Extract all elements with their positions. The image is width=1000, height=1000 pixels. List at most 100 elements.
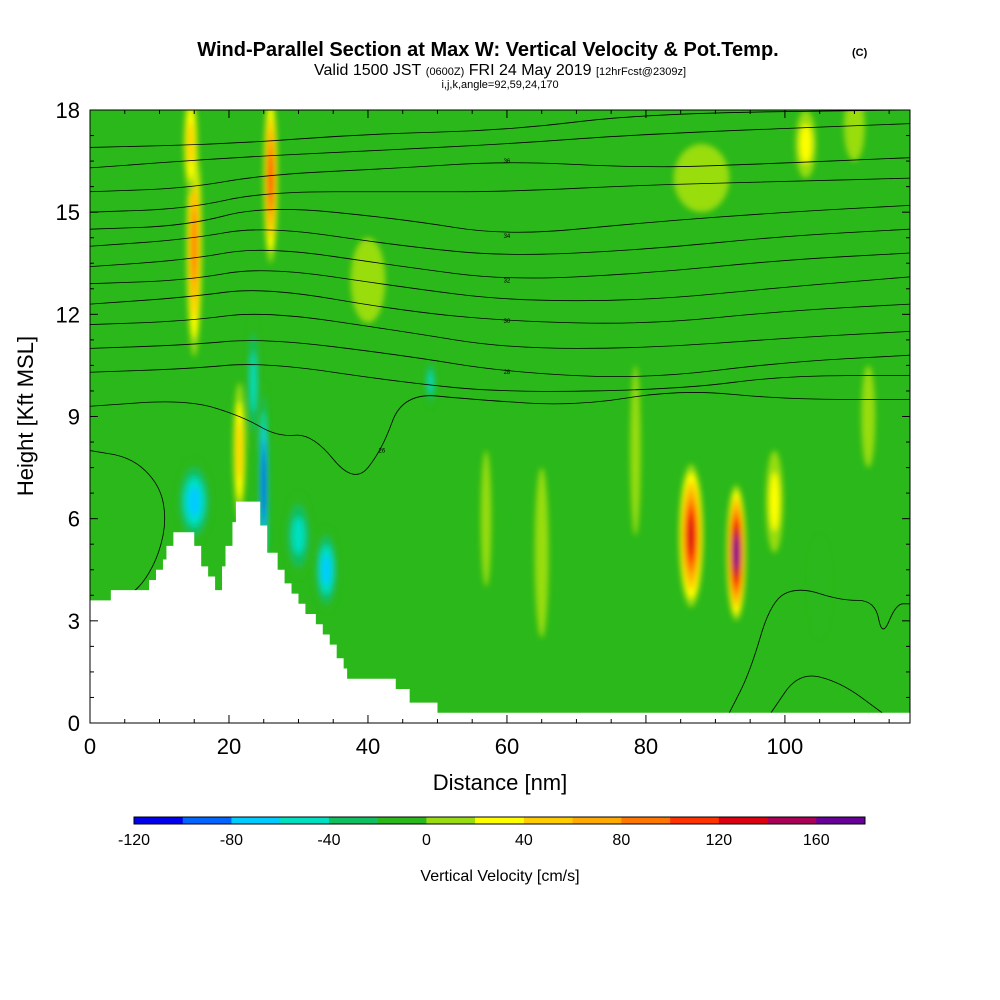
velocity-band-15-3 bbox=[428, 371, 433, 394]
x-tick-label: 40 bbox=[356, 734, 380, 759]
velocity-band-1-3 bbox=[187, 121, 194, 167]
colorbar-swatch bbox=[182, 817, 232, 824]
isentrope-contours: 36 34 32 30 28 26 bbox=[90, 110, 910, 714]
y-tick-label: 6 bbox=[68, 507, 80, 532]
chart-title: Wind-Parallel Section at Max W: Vertical… bbox=[197, 39, 778, 61]
velocity-band-4-6 bbox=[262, 454, 266, 515]
forecast-info: [12hrFcst@2309z] bbox=[596, 66, 686, 78]
velocity-band-3-3 bbox=[236, 421, 243, 481]
colorbar-swatch bbox=[231, 817, 281, 824]
isentrope-line-15 bbox=[770, 675, 883, 714]
isentrope-line-5 bbox=[90, 228, 910, 255]
colorbar-tick-label: 80 bbox=[612, 832, 630, 849]
x-axis: 0 20 40 60 80 100 bbox=[84, 110, 890, 759]
velocity-band-5-3 bbox=[250, 352, 257, 412]
colorbar-swatch bbox=[767, 817, 817, 824]
section-params: i,j,k,angle=92,59,24,170 bbox=[441, 79, 558, 91]
y-tick-label: 12 bbox=[56, 302, 80, 327]
plot-area: 36 34 32 30 28 26 bbox=[90, 110, 910, 723]
velocity-band-17-1 bbox=[480, 450, 492, 587]
colorbar-tick-label: -40 bbox=[317, 832, 340, 849]
colorbar-swatch bbox=[523, 817, 573, 824]
isentrope-line-4 bbox=[90, 204, 910, 233]
colorbar-label: Vertical Velocity [cm/s] bbox=[420, 868, 579, 885]
colorbar-swatch bbox=[718, 817, 768, 824]
isentrope-line-9 bbox=[90, 313, 910, 349]
copyright-mark: (C) bbox=[852, 47, 868, 59]
velocity-band-8-3 bbox=[292, 517, 305, 555]
x-tick-label: 20 bbox=[217, 734, 241, 759]
velocity-band-12-1 bbox=[630, 365, 641, 536]
isentrope-line-13 bbox=[90, 450, 166, 594]
colorbar: -120 -80 -40 0 40 80 120 160 bbox=[118, 816, 866, 849]
velocity-band-6-4 bbox=[321, 554, 331, 586]
isentrope-label-6: 32 bbox=[504, 278, 511, 284]
colorbar-tick-label: -120 bbox=[118, 832, 150, 849]
y-tick-label: 3 bbox=[68, 609, 80, 634]
velocity-band-7-4 bbox=[187, 486, 201, 518]
valid-time-line: Valid 1500 JST (0600Z) FRI 24 May 2019 [… bbox=[314, 62, 686, 79]
isentrope-line-12 bbox=[90, 392, 910, 475]
y-axis-label: Height [Kft MSL] bbox=[13, 336, 38, 496]
isentrope-line-8 bbox=[90, 290, 910, 324]
velocity-band-16-1 bbox=[809, 535, 831, 638]
isentrope-line-6 bbox=[90, 249, 910, 279]
colorbar-tick-label: 160 bbox=[803, 832, 830, 849]
isentrope-line-3 bbox=[90, 177, 910, 213]
colorbar-tick-label: 0 bbox=[422, 832, 431, 849]
velocity-field bbox=[176, 110, 876, 638]
colorbar-swatch bbox=[621, 817, 671, 824]
valid-date: FRI 24 May 2019 bbox=[469, 62, 592, 79]
y-tick-label: 0 bbox=[68, 711, 80, 736]
colorbar-swatch bbox=[816, 817, 866, 824]
colorbar-tick-label: 120 bbox=[705, 832, 732, 849]
isentrope-line-2 bbox=[90, 157, 910, 193]
velocity-band-0-5 bbox=[191, 210, 197, 282]
colorbar-swatch bbox=[377, 817, 427, 824]
colorbar-swatch bbox=[426, 817, 476, 824]
terrain bbox=[90, 501, 910, 723]
velocity-band-14-1 bbox=[843, 110, 865, 162]
colorbar-swatch bbox=[134, 817, 184, 824]
isentrope-label-12: 26 bbox=[379, 449, 386, 455]
isentrope-label-2: 36 bbox=[504, 159, 511, 165]
velocity-band-9-7 bbox=[687, 516, 695, 556]
velocity-band-19-1 bbox=[861, 365, 876, 468]
velocity-band-18-1 bbox=[534, 467, 549, 638]
isentrope-line-14 bbox=[728, 589, 910, 713]
isentrope-line-11 bbox=[90, 364, 910, 392]
x-tick-label: 60 bbox=[495, 734, 519, 759]
velocity-band-2-6 bbox=[268, 153, 273, 203]
valid-utc: (0600Z) bbox=[426, 66, 465, 78]
colorbar-tick-label: -80 bbox=[220, 832, 243, 849]
velocity-band-11-2 bbox=[769, 472, 780, 532]
isentrope-label-4: 34 bbox=[504, 234, 511, 240]
x-tick-label: 0 bbox=[84, 734, 96, 759]
y-tick-label: 15 bbox=[56, 200, 80, 225]
x-tick-label: 80 bbox=[634, 734, 658, 759]
isentrope-line-1 bbox=[90, 123, 910, 169]
y-tick-label: 18 bbox=[56, 98, 80, 123]
colorbar-swatch bbox=[572, 817, 622, 824]
velocity-band-20-1 bbox=[673, 144, 730, 213]
colorbar-swatch bbox=[328, 817, 378, 824]
valid-prefix: Valid 1500 JST bbox=[314, 62, 422, 79]
velocity-band-10-9 bbox=[733, 536, 739, 570]
y-tick-label: 9 bbox=[68, 405, 80, 430]
colorbar-swatch bbox=[670, 817, 720, 824]
isentrope-line-10 bbox=[90, 340, 910, 377]
colorbar-tick-label: 40 bbox=[515, 832, 533, 849]
isentrope-line-0 bbox=[90, 110, 910, 148]
isentrope-label-8: 30 bbox=[504, 319, 511, 325]
colorbar-swatch bbox=[475, 817, 525, 824]
x-tick-label: 100 bbox=[767, 734, 804, 759]
colorbar-frame bbox=[133, 816, 866, 825]
colorbar-swatch bbox=[280, 817, 330, 824]
velocity-band-13-2 bbox=[799, 124, 812, 164]
isentrope-line-7 bbox=[90, 270, 910, 302]
velocity-band-21-1 bbox=[350, 237, 386, 323]
x-axis-label: Distance [nm] bbox=[433, 770, 568, 795]
isentrope-label-10: 28 bbox=[504, 370, 511, 376]
